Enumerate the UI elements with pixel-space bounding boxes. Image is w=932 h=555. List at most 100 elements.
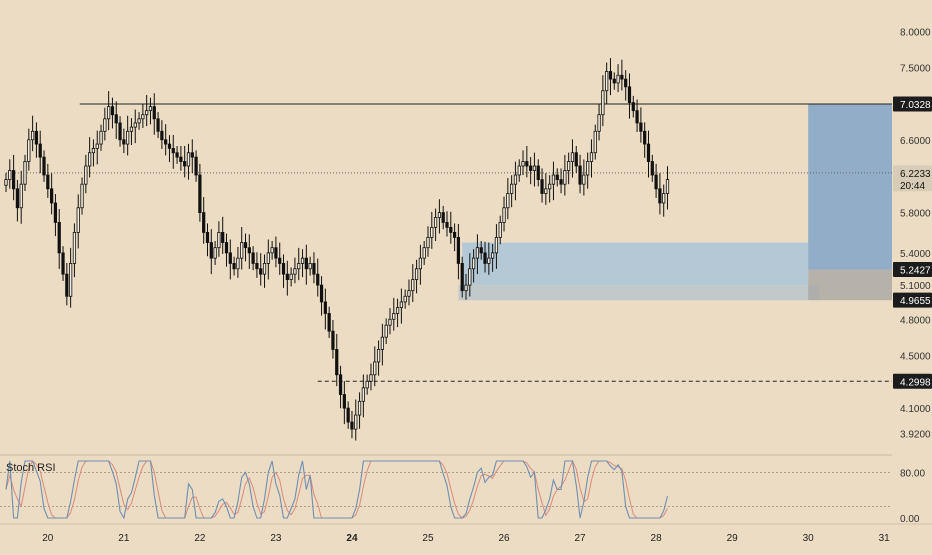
candle-body [433,217,438,228]
candle-body [605,71,609,92]
candle-body [574,152,578,167]
candle-body [452,231,457,238]
candle-body [179,156,183,162]
candle-body [331,330,335,350]
price-label-badge [893,96,932,112]
candle-body [255,263,259,270]
candle-body [418,257,423,270]
candles-layer [4,58,670,441]
candle-body [65,273,69,297]
candle-body [167,143,172,149]
candle-body [388,318,392,326]
candle-body [46,174,50,190]
price-label-badge [893,292,932,308]
candle-body [23,161,27,185]
candle-body [243,242,248,249]
candle-body [183,161,187,167]
candle-body [510,183,514,194]
candle-body [42,156,46,176]
candle-body [506,193,510,209]
candle-body [475,247,480,259]
candle-body [662,193,666,204]
candle-body [551,174,556,185]
candle-body [232,263,236,270]
candle-body [335,349,339,376]
candle-body [631,102,635,112]
candle-body [498,222,502,238]
candle-body [540,179,544,194]
candle-body [19,183,23,209]
price-label-badge [893,373,932,389]
candle-body [624,78,628,88]
candle-body [346,407,350,423]
candle-body [11,170,16,190]
price-label-value: 4.2998 [900,377,931,388]
candle-body [293,268,297,275]
indicator-title[interactable]: Stoch RSI [6,462,56,474]
time-tick-label: 30 [803,533,815,544]
candle-body [91,147,96,154]
candle-body [620,74,624,80]
zone-2 [808,103,892,270]
time-tick-label: 28 [651,533,663,544]
candle-body [122,139,126,145]
candle-body [338,374,343,395]
candle-body [137,118,141,124]
price-tick-label: 5.4000 [900,249,931,260]
candle-body [190,152,194,158]
candle-body [536,165,540,180]
price-axis: 8.0000 7.5000 6.6000 5.8000 5.4000 5.1000 4.80… [900,27,931,525]
candle-body [175,152,179,158]
candle-body [141,114,145,120]
candle-body [643,130,647,145]
candle-body [593,130,597,154]
candle-body [164,139,168,145]
candle-body [403,295,407,303]
candle-body [53,202,58,223]
candle-body [597,114,601,132]
candle-body [586,161,590,176]
candle-body [350,421,354,430]
candle-body [392,313,396,320]
candle-body [479,247,483,254]
candle-body [259,268,263,275]
candle-body [38,143,42,158]
candle-body [186,152,191,167]
candle-body [327,313,331,332]
price-label-badge [893,165,932,192]
price-label-countdown: 20:44 [900,181,925,192]
candle-body [76,207,80,233]
candle-body [312,263,316,275]
candle-body [110,106,115,116]
price-tick-label: 3.9200 [900,429,931,440]
candle-body [426,237,430,249]
candle-body [194,156,198,176]
candle-body [69,263,73,297]
candle-body [342,394,346,409]
price-tick-label: 5.1000 [900,281,931,292]
candle-body [456,237,461,264]
candle-body [129,126,134,132]
zone-3 [808,269,892,301]
time-tick-label: 22 [194,533,206,544]
candle-body [407,290,411,297]
time-tick-label: 20 [42,533,54,544]
candle-body [80,183,84,209]
candle-body [487,257,491,264]
candle-body [635,110,639,124]
candle-body [414,268,419,281]
candle-body [148,106,153,112]
candle-body [601,90,605,116]
candle-body [266,252,270,264]
price-label-value: 6.2233 [900,169,931,180]
price-tick-label: 4.8000 [900,315,931,326]
time-tick-label: 27 [574,533,586,544]
price-tick-label: 8.0000 [900,27,931,38]
candle-body [430,226,434,238]
candle-body [654,174,658,190]
candle-body [297,263,301,270]
candle-body [422,247,426,259]
zone-0 [462,242,809,286]
